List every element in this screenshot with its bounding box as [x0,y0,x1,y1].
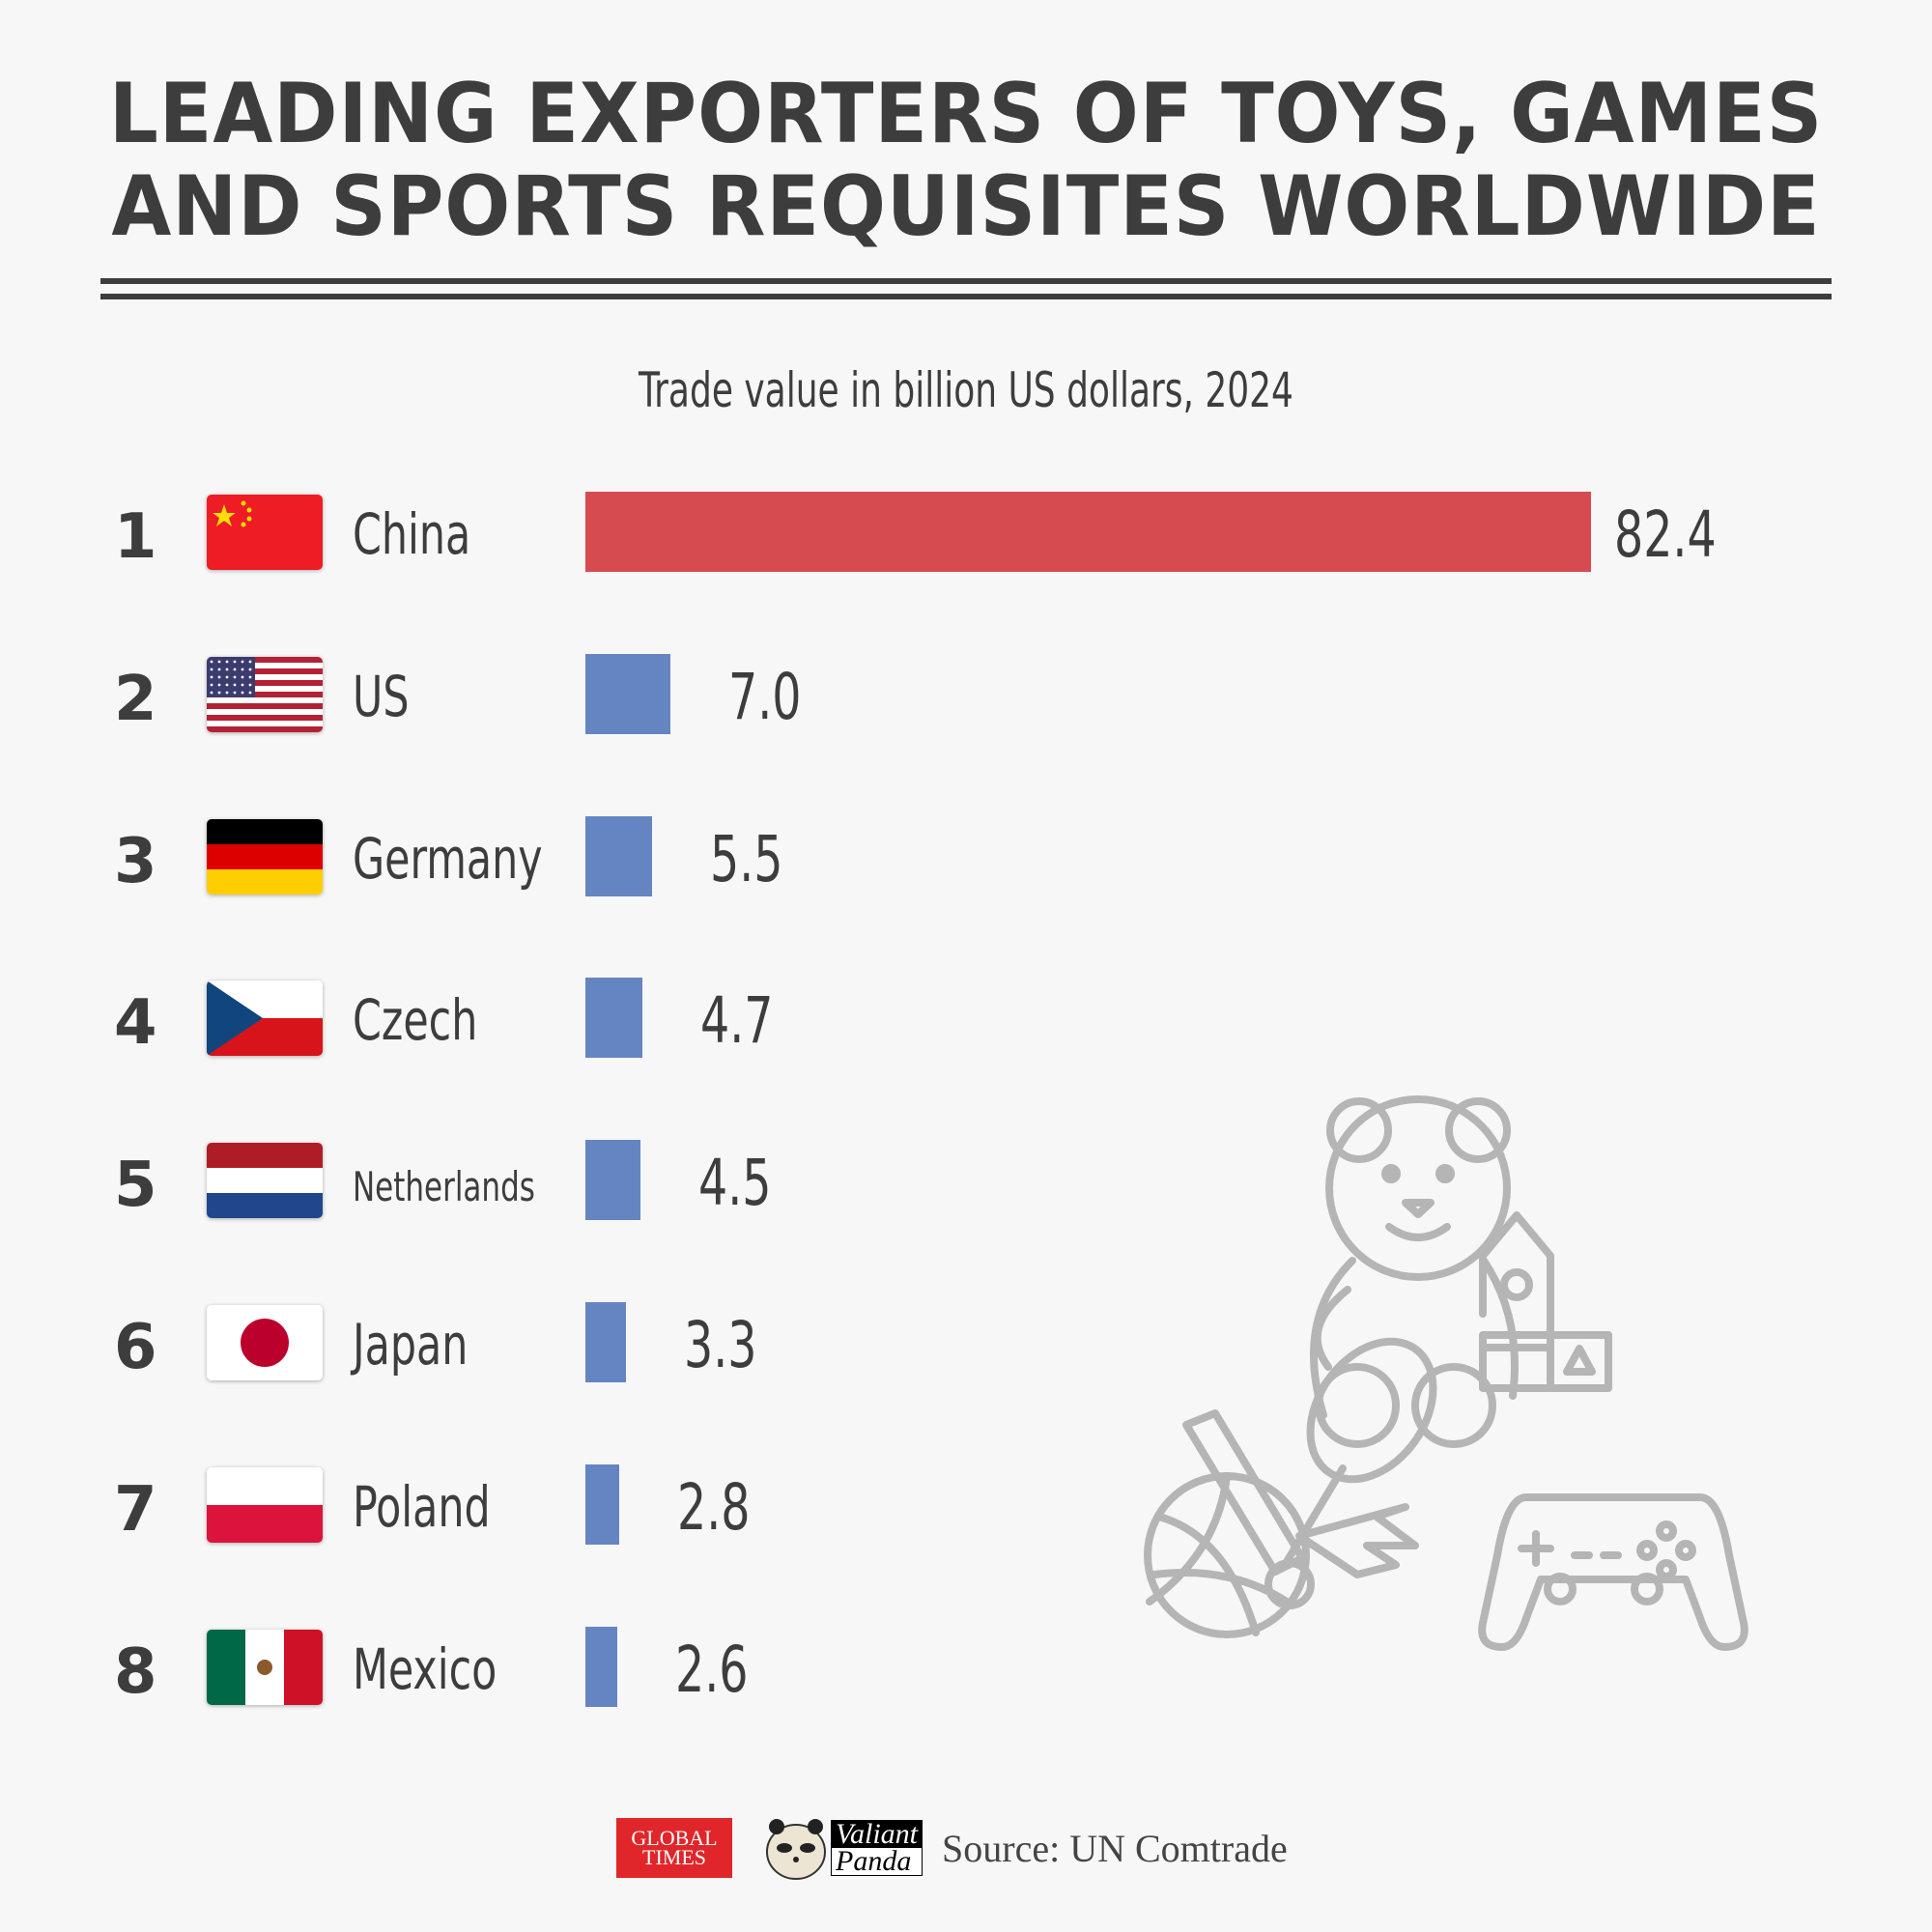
title-divider-top [100,278,1832,284]
panda-icon [766,1819,826,1880]
value-label: 82.4 [1614,497,1717,572]
rank-label: 1 [114,501,157,573]
bar-row: 1 China 82.4 [0,484,1932,581]
bar-row: 6 Japan 3.3 [0,1294,1932,1391]
game-controller-icon [1478,1493,1748,1651]
category-label: Czech [353,987,478,1054]
bar-mexico [585,1626,617,1707]
bar-germany [585,815,653,896]
flag-china-icon [207,495,323,570]
value-label: 3.3 [683,1308,757,1382]
rank-label: 7 [114,1473,157,1546]
flag-poland-icon [207,1466,323,1543]
category-label: Mexico [353,1635,497,1702]
value-label: 7.0 [728,659,802,734]
flag-netherlands-icon [207,1143,323,1219]
value-label: 4.5 [697,1146,772,1221]
category-label: US [353,663,410,729]
flag-japan-icon [207,1305,323,1380]
global-times-logo: GLOBAL TIMES [616,1818,732,1878]
category-label: Poland [353,1473,491,1540]
bar-row: 5 Netherlands 4.5 [0,1132,1932,1229]
rank-label: 6 [114,1312,157,1383]
rank-label: 8 [114,1635,157,1708]
rank-label: 5 [114,1150,157,1222]
bar-row: 4 Czech 4.7 [0,970,1932,1066]
category-label: China [353,501,471,567]
toy-blocks-icon [1479,1211,1612,1392]
valiant-panda-logo: Valiant Panda [761,1813,923,1883]
rank-label: 2 [114,663,157,735]
value-label: 2.6 [674,1632,749,1707]
flag-us-icon [207,656,323,732]
bar-row: 8 Mexico 2.6 [0,1619,1932,1716]
bar-poland [585,1463,620,1545]
chart-title: LEADING EXPORTERS OF TOYS, GAMES AND SPO… [68,68,1864,253]
value-label: 5.5 [710,821,783,896]
chart-subtitle: Trade value in billion US dollars, 2024 [639,362,1293,418]
value-label: 2.8 [677,1469,751,1545]
sports-equipment-icon [1144,1337,1437,1638]
title-line-1: LEADING EXPORTERS OF TOYS, GAMES [108,66,1824,162]
flag-czech-icon [207,980,323,1057]
title-line-2: AND SPORTS REQUISITES WORLDWIDE [111,158,1821,255]
title-divider-bottom [100,294,1832,299]
category-label: Japan [353,1312,469,1378]
category-label: Germany [353,825,543,892]
bar-netherlands [585,1140,640,1221]
rank-label: 4 [114,987,157,1060]
bar-czech [585,978,643,1059]
teddy-bear-icon [1310,1095,1519,1448]
flag-mexico-icon [207,1629,323,1705]
value-label: 4.7 [700,983,774,1059]
bar-row: 2 US 7.0 [0,646,1932,743]
toys-illustration-icon [1144,1095,1748,1651]
source-note: Source: UN Comtrade [942,1826,1288,1870]
bar-us [585,653,671,734]
category-label: Netherlands [353,1163,535,1211]
footer: GLOBAL TIMES Valiant Panda Source: UN Comt… [616,1818,1288,1880]
bar-row: 3 Germany 5.5 [0,809,1932,905]
bar-row: 7 Poland 2.8 [0,1457,1932,1553]
flag-germany-icon [207,818,323,895]
bar-japan [585,1302,626,1382]
bar-china [585,492,1591,572]
rank-label: 3 [114,825,157,897]
